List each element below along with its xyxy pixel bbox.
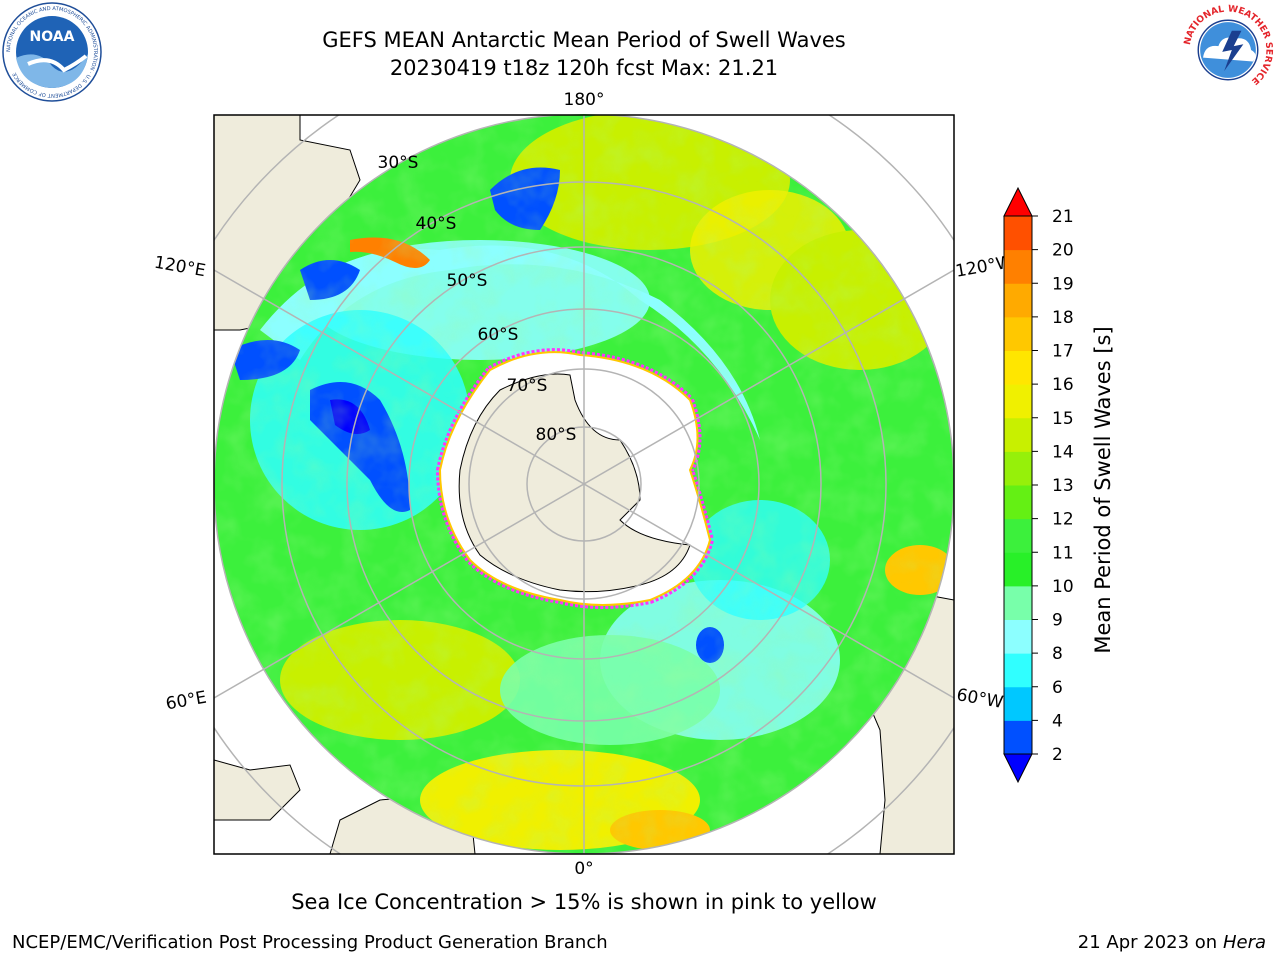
nws-logo: NATIONAL WEATHER SERVICE bbox=[1181, 3, 1275, 97]
colorbar-tick-label: 10 bbox=[1052, 577, 1074, 597]
lon-label-0: 0° bbox=[574, 859, 593, 879]
colorbar-segment bbox=[1004, 686, 1032, 721]
colorbar-tick-label: 12 bbox=[1052, 510, 1074, 530]
lon-label-60w: 60°W bbox=[955, 685, 1005, 713]
colorbar-tick-label: 21 bbox=[1052, 207, 1074, 227]
colorbar-segment bbox=[1004, 653, 1032, 688]
colorbar-tick-label: 14 bbox=[1052, 442, 1074, 462]
colorbar-tick-label: 4 bbox=[1052, 711, 1063, 731]
colorbar-label-box: Mean Period of Swell Waves [s] bbox=[1091, 326, 1115, 653]
colorbar-segment bbox=[1004, 518, 1032, 553]
colorbar-segment bbox=[1004, 384, 1032, 419]
colorbar-segment bbox=[1004, 350, 1032, 385]
noaa-logo: NATIONAL OCEANIC AND ATMOSPHERIC ADMINIS… bbox=[2, 2, 102, 102]
lon-label-180: 180° bbox=[564, 90, 605, 110]
colorbar-under-arrow bbox=[1003, 753, 1033, 784]
colorbar-segment bbox=[1004, 552, 1032, 587]
colorbar-tick-label: 11 bbox=[1052, 543, 1074, 563]
colorbar-tick-label: 20 bbox=[1052, 241, 1074, 261]
colorbar-segment bbox=[1004, 316, 1032, 351]
colorbar-tick-label: 13 bbox=[1052, 476, 1074, 496]
noaa-logo-text: NOAA bbox=[30, 29, 75, 45]
lat-label-30s: 30°S bbox=[378, 153, 419, 173]
colorbar-tick-label: 8 bbox=[1052, 644, 1063, 664]
map-title: GEFS MEAN Antarctic Mean Period of Swell… bbox=[322, 28, 846, 52]
colorbar-over-arrow bbox=[1003, 186, 1033, 217]
date-text: 21 Apr 2023 on bbox=[1077, 932, 1218, 953]
colorbar: 2 4 6 8 9 10 11 12 13 14 15 16 17 18 19 20 21 bbox=[1003, 186, 1074, 784]
colorbar-segment bbox=[1004, 585, 1032, 620]
colorbar-tick-label: 15 bbox=[1052, 409, 1074, 429]
colorbar-segment bbox=[1004, 619, 1032, 654]
lon-label-60e: 60°E bbox=[164, 688, 208, 715]
sea-ice-note: Sea Ice Concentration > 15% is shown in … bbox=[291, 890, 877, 914]
graticule bbox=[214, 115, 954, 854]
colorbar-tick-label: 9 bbox=[1052, 611, 1063, 631]
colorbar-segment bbox=[1004, 720, 1032, 755]
colorbar-tick-label: 6 bbox=[1052, 678, 1063, 698]
map-subtitle: 20230419 t18z 120h fcst Max: 21.21 bbox=[389, 56, 779, 80]
colorbar-segment bbox=[1004, 417, 1032, 452]
colorbar-label: Mean Period of Swell Waves [s] bbox=[1091, 326, 1115, 653]
colorbar-tick-label: 19 bbox=[1052, 274, 1074, 294]
colorbar-segment bbox=[1004, 249, 1032, 284]
colorbar-tick-label: 17 bbox=[1052, 342, 1074, 362]
colorbar-segment bbox=[1004, 451, 1032, 486]
machine-text: Hera bbox=[1222, 932, 1266, 953]
lon-label-120e: 120°E bbox=[153, 253, 207, 282]
colorbar-tick-label: 16 bbox=[1052, 375, 1074, 395]
lat-label-40s: 40°S bbox=[416, 214, 457, 234]
colorbar-segment bbox=[1004, 283, 1032, 318]
credit-text: NCEP/EMC/Verification Post Processing Pr… bbox=[12, 932, 608, 953]
map-frame bbox=[213, 114, 955, 855]
colorbar-segment bbox=[1004, 216, 1032, 251]
date-stamp: 21 Apr 2023 on Hera bbox=[1078, 932, 1266, 953]
lat-label-60s: 60°S bbox=[478, 325, 519, 345]
colorbar-tick-label: 18 bbox=[1052, 308, 1074, 328]
lat-label-50s: 50°S bbox=[447, 271, 488, 291]
lat-label-70s: 70°S bbox=[507, 376, 548, 396]
colorbar-tick-label: 2 bbox=[1052, 745, 1063, 765]
colorbar-segment bbox=[1004, 485, 1032, 520]
lat-label-80s: 80°S bbox=[536, 425, 577, 445]
